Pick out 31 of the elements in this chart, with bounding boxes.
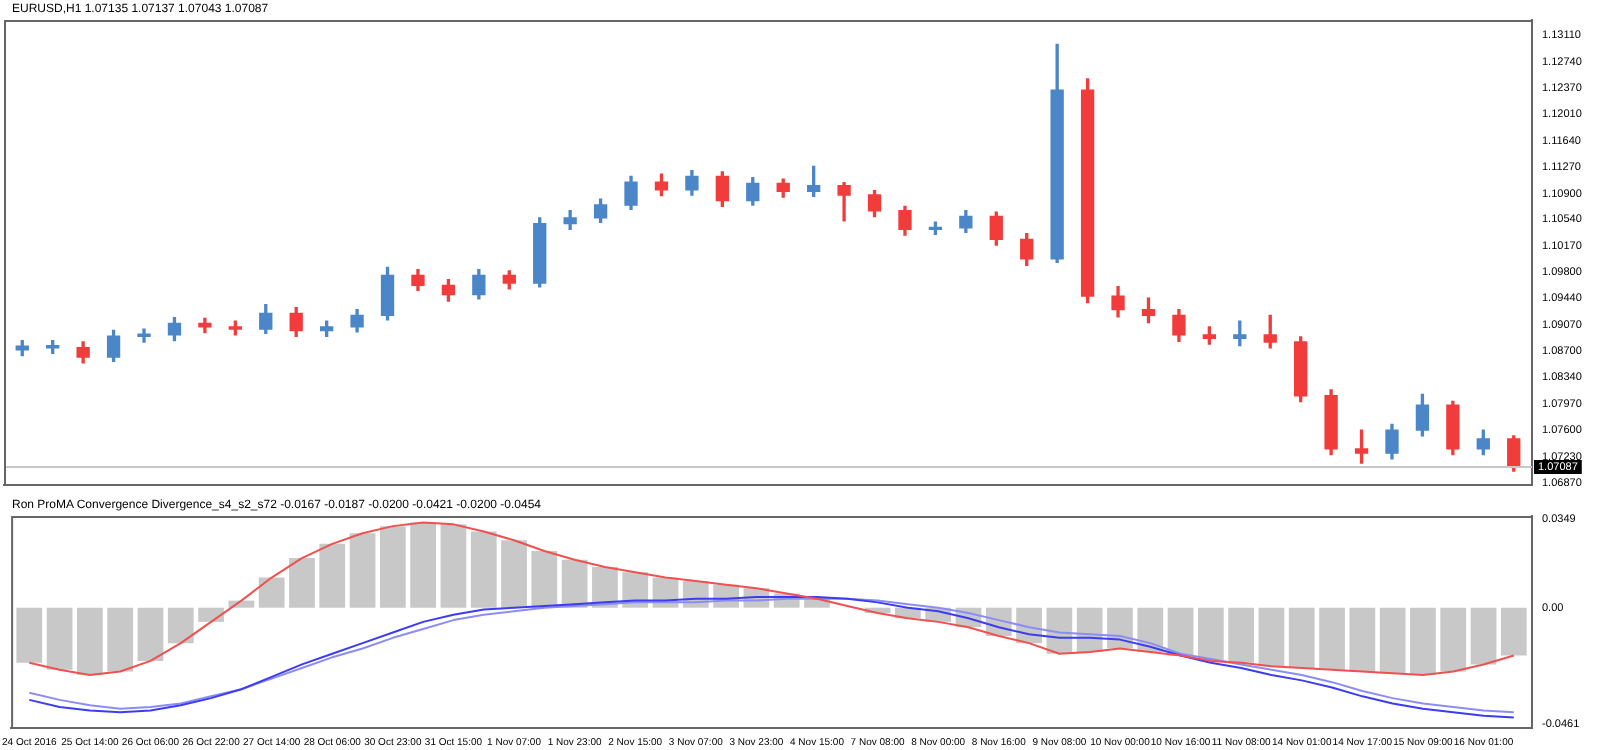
bar [319,543,346,608]
bar [531,550,558,608]
bar [501,540,527,608]
bar [1288,607,1315,668]
bar [107,607,134,672]
bar [1440,607,1467,672]
bar [1470,607,1497,665]
bar [440,524,467,608]
bar [16,607,43,663]
bar [1167,607,1194,656]
bar [1379,607,1406,674]
bar [198,607,224,622]
bar [561,559,588,608]
bar [1258,607,1285,667]
bar [470,531,497,608]
bar [258,577,285,608]
bar [77,607,103,676]
bar [1319,607,1345,670]
candlestick [137,328,151,343]
bar [1500,607,1527,656]
bar [1410,607,1436,676]
bar [1197,607,1224,661]
bar [46,607,73,670]
bar [379,526,406,608]
bar [1349,607,1376,672]
bar [167,607,194,644]
bar [289,558,315,608]
bar [1228,607,1255,663]
bar [410,522,437,608]
bar [137,607,164,661]
bar [349,533,376,608]
